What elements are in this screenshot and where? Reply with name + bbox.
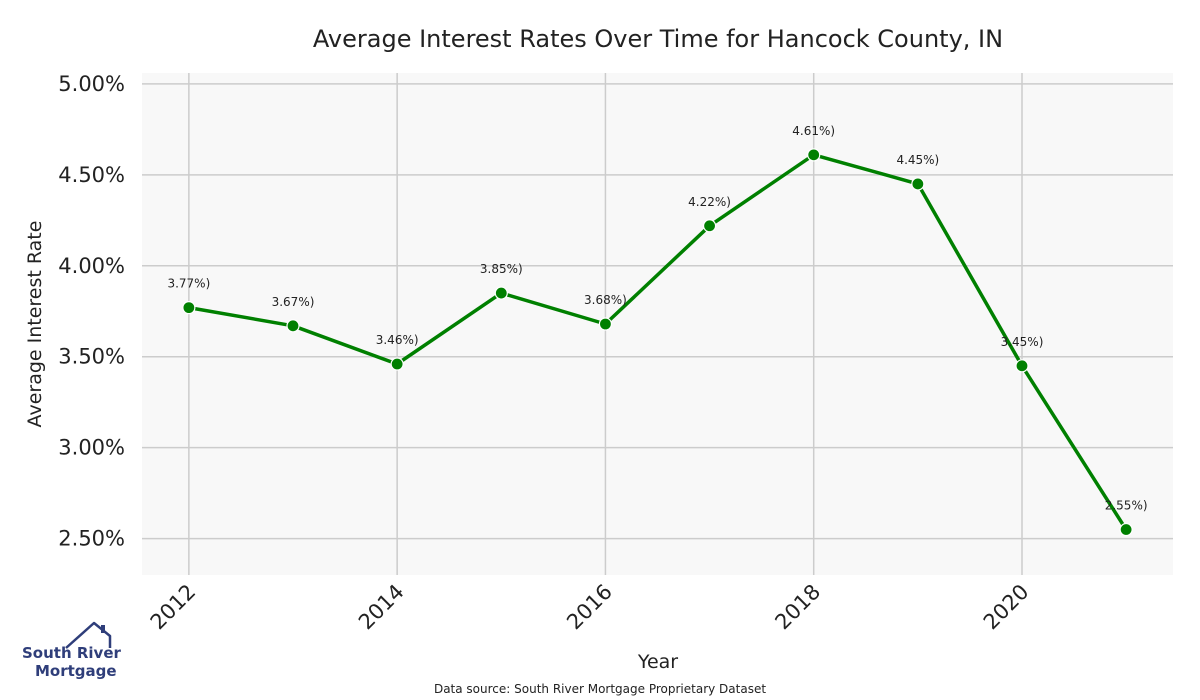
data-point [598, 317, 613, 331]
data-point [807, 148, 821, 162]
data-point [286, 319, 300, 333]
series-path [188, 153, 1128, 531]
data-point [702, 219, 717, 233]
data-point [1119, 522, 1133, 537]
x-axis: 2012 2014 2016 2018 2020 [146, 580, 1034, 635]
data-label: 3.85%) [480, 262, 523, 276]
logo-text-line1: South River [22, 644, 122, 662]
y-axis: 2.50% 3.00% 3.50% 4.00% 4.50% 5.00% [58, 72, 125, 551]
logo-text-line2: Mortgage [35, 662, 117, 680]
data-label: 4.61%) [792, 124, 835, 138]
data-label: 4.45%) [896, 153, 939, 167]
y-tick-label: 5.00% [58, 72, 125, 96]
data-label: 3.46%) [376, 333, 419, 347]
data-point [182, 301, 196, 315]
data-label: 3.67%) [272, 295, 315, 309]
data-source-note: Data source: South River Mortgage Propri… [434, 682, 766, 696]
x-tick-label: 2014 [354, 580, 409, 635]
y-tick-label: 2.50% [58, 527, 125, 551]
y-tick-label: 4.00% [58, 254, 125, 278]
x-tick-label: 2016 [562, 580, 617, 635]
data-label: 4.22%) [688, 195, 731, 209]
data-point [1015, 359, 1029, 373]
data-point [494, 286, 508, 300]
y-tick-label: 3.50% [58, 345, 125, 369]
y-tick-label: 4.50% [58, 163, 125, 187]
data-point [390, 357, 404, 371]
x-tick-label: 2012 [146, 580, 201, 635]
y-axis-label: Average Interest Rate [24, 221, 46, 428]
chimney-icon [101, 625, 105, 633]
series-line [182, 148, 1133, 537]
x-tick-label: 2018 [770, 580, 825, 635]
data-label: 3.45%) [1001, 335, 1044, 349]
plot-area [142, 73, 1173, 575]
data-label: 3.68%) [584, 293, 627, 307]
chart-title: Average Interest Rates Over Time for Han… [313, 25, 1003, 53]
data-point [911, 177, 925, 191]
x-axis-label: Year [637, 651, 678, 673]
data-label: 2.55%) [1105, 499, 1148, 513]
grid-lines [142, 73, 1173, 575]
data-labels: 3.77%) 3.67%) 3.46%) 3.85%) 3.68%) 4.22%) 4.61… [167, 124, 1147, 513]
data-label: 3.77%) [167, 277, 210, 291]
company-logo: South River Mortgage [22, 621, 122, 680]
x-tick-label: 2020 [979, 580, 1034, 635]
y-tick-label: 3.00% [58, 436, 125, 460]
